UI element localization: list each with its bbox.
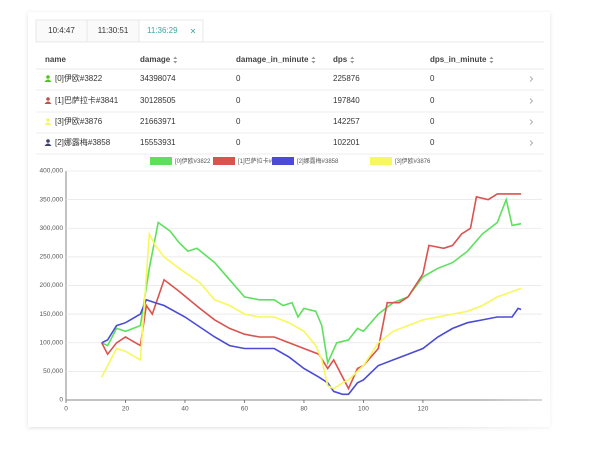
- cell: 225876: [333, 74, 360, 83]
- legend-swatch[interactable]: [370, 157, 392, 165]
- y-tick-label: 150,000: [40, 311, 64, 318]
- cell: 34398074: [140, 74, 176, 83]
- x-tick-label: 60: [241, 406, 249, 413]
- legend-label[interactable]: [1]巴萨拉卡#3841: [238, 157, 286, 165]
- fade-overlay: [400, 300, 600, 445]
- cell: 197840: [333, 96, 360, 105]
- y-tick-label: 350,000: [40, 196, 64, 203]
- x-tick-label: 20: [122, 406, 130, 413]
- legend-swatch[interactable]: [272, 157, 294, 165]
- sort-icon[interactable]: [350, 56, 355, 64]
- column-header: damage_in_minute: [236, 55, 309, 64]
- user-icon-body: [44, 101, 52, 104]
- row-chevron[interactable]: [529, 76, 534, 82]
- user-icon-head: [46, 97, 50, 101]
- y-tick-label: 0: [59, 397, 63, 404]
- cell: [0]伊欧#3822: [55, 73, 103, 83]
- cell: 0: [430, 74, 435, 83]
- legend-label[interactable]: [2]娜露梅#3858: [297, 157, 339, 165]
- legend-swatch[interactable]: [150, 157, 172, 165]
- y-tick-label: 300,000: [40, 225, 64, 232]
- user-icon-body: [44, 122, 52, 125]
- user-icon-body: [44, 79, 52, 82]
- y-tick-label: 50,000: [43, 368, 63, 375]
- legend-swatch[interactable]: [213, 157, 235, 165]
- cell: 0: [236, 96, 241, 105]
- cell: [1]巴萨拉卡#3841: [55, 95, 119, 105]
- cell: 0: [236, 138, 241, 147]
- cell: 15553931: [140, 138, 176, 147]
- x-tick-label: 40: [181, 406, 189, 413]
- x-tick-label: 0: [64, 406, 68, 413]
- user-icon-head: [46, 139, 50, 143]
- user-icon-head: [46, 118, 50, 122]
- cell: 142257: [333, 117, 360, 126]
- x-tick-label: 80: [300, 406, 308, 413]
- cell: 0: [236, 117, 241, 126]
- cell: 30128505: [140, 96, 176, 105]
- x-tick-label: 100: [358, 406, 369, 413]
- tab[interactable]: [138, 19, 204, 43]
- cell: 0: [236, 74, 241, 83]
- sort-icon[interactable]: [311, 56, 316, 64]
- sort-icon[interactable]: [489, 56, 494, 64]
- row-chevron[interactable]: [529, 140, 534, 146]
- legend-label[interactable]: [0]伊欧#3822: [175, 157, 211, 165]
- y-tick-label: 100,000: [40, 339, 64, 346]
- legend-label[interactable]: [3]伊欧#3876: [395, 157, 431, 165]
- cell: 21663971: [140, 117, 176, 126]
- cell: 102201: [333, 138, 360, 147]
- cell: 0: [430, 117, 435, 126]
- sort-icon[interactable]: [173, 56, 178, 64]
- tab-close-icon[interactable]: [190, 28, 196, 34]
- user-icon-head: [46, 75, 50, 79]
- tab-label[interactable]: 10:4:47: [48, 26, 75, 35]
- column-header: damage: [140, 55, 171, 64]
- column-header: dps_in_minute: [430, 55, 487, 64]
- tab-label[interactable]: 11:30:51: [98, 26, 129, 35]
- cell: [3]伊欧#3876: [55, 116, 103, 126]
- cell: [2]娜露梅#3858: [55, 137, 111, 147]
- row-chevron[interactable]: [529, 119, 534, 125]
- cell: 0: [430, 96, 435, 105]
- y-tick-label: 400,000: [40, 168, 64, 175]
- tab-label[interactable]: 11:36:29: [147, 26, 178, 35]
- y-tick-label: 200,000: [40, 282, 64, 289]
- column-header: dps: [333, 55, 348, 64]
- column-header: name: [45, 55, 66, 64]
- y-tick-label: 250,000: [40, 254, 64, 261]
- series-line: [101, 196, 522, 366]
- user-icon-body: [44, 143, 52, 146]
- row-chevron[interactable]: [529, 98, 534, 104]
- cell: 0: [430, 138, 435, 147]
